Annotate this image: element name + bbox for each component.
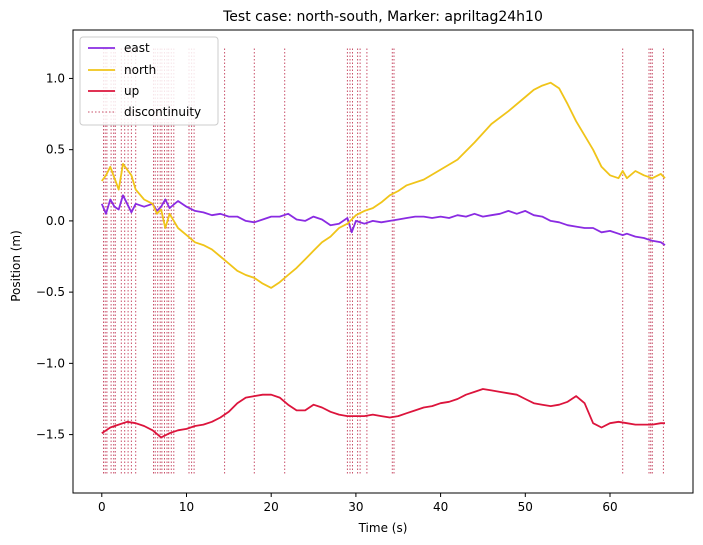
- x-tick-label-5: 50: [518, 500, 533, 514]
- y-tick-label-5: 1.0: [46, 71, 65, 85]
- series-lines: [100, 81, 666, 439]
- x-axis: 0 10 20 30 40 50 60: [98, 493, 618, 514]
- x-axis-label: Time (s): [358, 521, 408, 535]
- legend-box: [79, 36, 219, 126]
- legend-discontinuity-label: discontinuity: [124, 105, 201, 119]
- x-tick-label-3: 30: [348, 500, 363, 514]
- legend-up-label: up: [124, 84, 139, 98]
- chart-title: Test case: north-south, Marker: apriltag…: [222, 9, 543, 25]
- x-tick-label-4: 40: [433, 500, 448, 514]
- y-tick-label-4: 0.5: [46, 143, 65, 157]
- y-tick-label-1: −1.0: [36, 356, 65, 370]
- y-tick-label-0: −1.5: [36, 428, 65, 442]
- legend: east north up discontinuity: [79, 36, 219, 126]
- y-axis: −1.5 −1.0 −0.5 0.0 0.5 1.0: [36, 71, 73, 442]
- series-north-line: [101, 81, 666, 289]
- x-tick-label-2: 20: [264, 500, 279, 514]
- y-axis-label: Position (m): [9, 230, 23, 302]
- legend-north-label: north: [124, 63, 156, 77]
- legend-east-label: east: [124, 41, 150, 55]
- x-tick-label-0: 0: [98, 500, 106, 514]
- series-up-line: [101, 388, 665, 439]
- plot-frame: [72, 29, 694, 494]
- x-tick-label-6: 60: [602, 500, 617, 514]
- x-tick-label-1: 10: [179, 500, 194, 514]
- y-tick-label-2: −0.5: [36, 285, 65, 299]
- y-tick-label-3: 0.0: [46, 214, 65, 228]
- series-east-line: [100, 194, 666, 246]
